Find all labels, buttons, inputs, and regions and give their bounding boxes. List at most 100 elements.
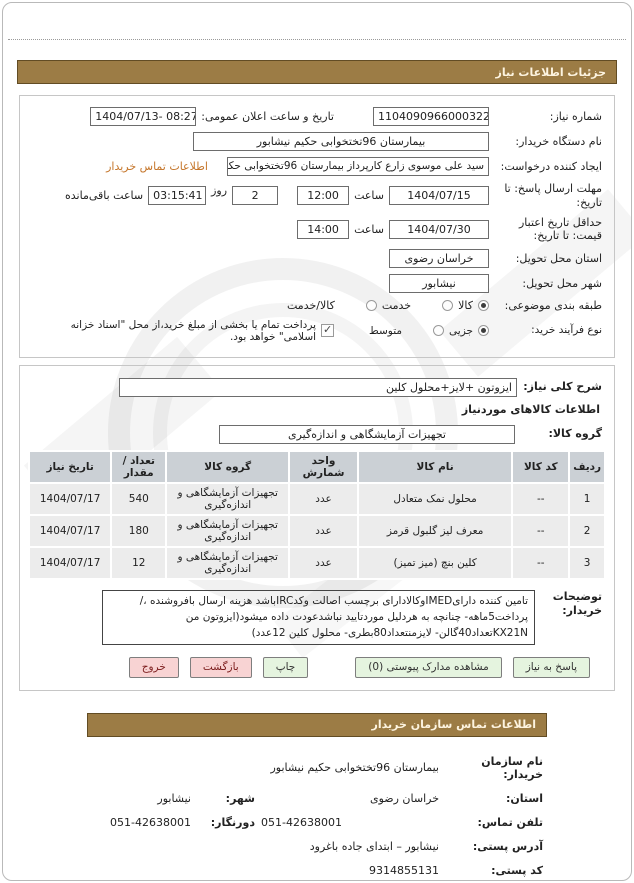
validity-hour-label: ساعت — [354, 222, 384, 236]
row-delivery-city: شهر محل تحویل: نیشابور — [32, 274, 602, 293]
row-buyer-notes: توضیحات خریدار: تامین کننده دارایIMEDوکا… — [32, 589, 602, 645]
row-phone-fax: تلفن تماس: 051-42638001 دورنگار: 051-426… — [23, 816, 543, 829]
cell-row-num: 1 — [570, 483, 604, 514]
exit-button[interactable]: خروج — [128, 656, 179, 678]
col-header-need-date[interactable]: تاریخ نیاز — [30, 451, 111, 482]
row-goods-group: گروه کالا: تجهیزات آزمایشگاهی و اندازه‌گ… — [32, 424, 602, 444]
delivery-city-field[interactable]: نیشابور — [389, 274, 489, 293]
buyer-name-label: نام دستگاه خریدار: — [515, 134, 602, 148]
radio-goods-service[interactable] — [365, 300, 377, 312]
row-process-type: نوع فرآیند خرید: جزیی متوسط پرداخت تمام … — [32, 319, 602, 343]
radio-goods-service-label: کالا/خدمت — [287, 299, 335, 313]
row-subject-class: طبقه بندی موضوعی: کالا خدمت کالا/خدمت — [32, 299, 602, 313]
province-label: استان: — [506, 791, 543, 805]
goods-section-title: اطلاعات کالاهای موردنیاز — [461, 402, 600, 416]
cell-group: تجهیزات آزمایشگاهی و اندازه‌گیری — [167, 483, 289, 514]
cell-item-code: -- — [513, 515, 569, 546]
remaining-time-label: ساعت باقی‌مانده — [65, 189, 144, 203]
price-validity-date-field[interactable]: 1404/07/30 — [389, 219, 489, 239]
reply-hour-label: ساعت — [354, 189, 384, 203]
price-validity-label: حداقل تاریخ اعتبار قیمت: تا تاریخ: — [518, 215, 602, 243]
cell-row-num: 3 — [570, 547, 604, 578]
radio-medium[interactable] — [433, 325, 445, 337]
remaining-time-field[interactable]: 03:15:41 — [148, 186, 207, 206]
row-need-description: شرح کلی نیاز: ایزوتون +لایز+محلول کلین — [32, 377, 602, 397]
col-header-qty[interactable]: تعداد / مقدار — [112, 451, 166, 482]
col-header-unit[interactable]: واحد شمارش — [290, 451, 357, 482]
table-row[interactable]: 2 -- معرف لیز گلبول قرمز عدد تجهیزات آزم… — [30, 515, 604, 546]
radio-goods-label: کالا — [458, 299, 473, 313]
row-buyer-name: نام دستگاه خریدار: بیمارستان 96تختخوابی … — [32, 132, 602, 151]
col-header-item-code[interactable]: کد کالا — [513, 451, 569, 482]
col-header-row-num[interactable]: ردیف — [570, 451, 604, 482]
cell-qty: 540 — [112, 483, 166, 514]
reply-deadline-date-field[interactable]: 1404/07/15 — [389, 186, 489, 206]
delivery-city-label: شهر محل تحویل: — [522, 276, 602, 290]
province-value: خراسان رضوی — [369, 791, 439, 805]
print-button[interactable]: چاپ — [262, 656, 309, 678]
actions-toolbar: پاسخ به نیاز مشاهده مدارک پیوستی (0) چاپ… — [44, 656, 590, 678]
radio-goods[interactable] — [478, 300, 489, 312]
cell-item-name: کلین بنچ (میز تمیز) — [358, 547, 512, 578]
cell-group: تجهیزات آزمایشگاهی و اندازه‌گیری — [167, 515, 289, 546]
announce-datetime-label: تاریخ و ساعت اعلان عمومی: — [201, 110, 334, 123]
radio-medium-label: متوسط — [369, 324, 403, 337]
cell-qty: 180 — [112, 515, 166, 546]
reply-days-field[interactable]: 2 — [232, 186, 279, 206]
treasury-note-label: پرداخت تمام یا بخشی از مبلغ خرید،از محل … — [70, 318, 317, 343]
cell-item-name: محلول نمک متعادل — [358, 483, 512, 514]
fax-value: 051-42638001 — [110, 815, 191, 829]
delivery-province-field[interactable]: خراسان رضوی — [389, 249, 489, 268]
buyer-contact-link[interactable]: اطلاعات تماس خریدار — [106, 160, 208, 173]
fax-label: دورنگار: — [210, 815, 255, 829]
row-request-creator: ایجاد کننده درخواست: سید علی موسوی زارع … — [32, 157, 602, 176]
section-header-buyer-contact: اطلاعات تماس سازمان خریدار — [87, 712, 547, 737]
cell-unit: عدد — [290, 483, 357, 514]
row-delivery-province: استان محل تحویل: خراسان رضوی — [32, 249, 602, 268]
row-postal-code: کد پستی: 9314855131 — [23, 864, 543, 877]
treasury-checkbox[interactable] — [321, 323, 335, 338]
postal-code-value: 9314855131 — [369, 863, 439, 877]
row-reply-deadline: مهلت ارسال پاسخ: تا تاریخ: 1404/07/15 سا… — [32, 182, 602, 210]
table-row[interactable]: 1 -- محلول نمک متعادل عدد تجهیزات آزمایش… — [30, 483, 604, 514]
cell-item-code: -- — [513, 547, 569, 578]
postal-address-label: آدرس پستی: — [472, 839, 543, 853]
subject-class-label: طبقه بندی موضوعی: — [504, 299, 602, 312]
cell-item-name: معرف لیز گلبول قرمز — [358, 515, 512, 546]
postal-address-value: نیشابور – ابتدای جاده باغرود — [309, 839, 439, 853]
phone-value: 051-42638001 — [261, 815, 342, 829]
reply-deadline-time-field[interactable]: 12:00 — [297, 186, 350, 206]
need-number-field[interactable]: 1104090966000322 — [373, 107, 489, 126]
radio-minor[interactable] — [478, 325, 489, 337]
need-description-label: شرح کلی نیاز: — [523, 380, 602, 394]
section-title: اطلاعات تماس سازمان خریدار — [371, 718, 536, 732]
need-number-label: شماره نیاز: — [549, 109, 602, 123]
goods-group-label: گروه کالا: — [548, 427, 602, 441]
announce-datetime-field[interactable]: 1404/07/13- 08:27 — [90, 107, 197, 126]
details-card: شماره نیاز: 1104090966000322 تاریخ و ساع… — [19, 95, 615, 358]
cell-need-date: 1404/07/17 — [30, 547, 111, 578]
back-button[interactable]: بازگشت — [189, 656, 252, 678]
request-creator-field[interactable]: سید علی موسوی زارع کارپرداز بیمارستان 96… — [227, 157, 489, 176]
goods-group-field[interactable]: تجهیزات آزمایشگاهی و اندازه‌گیری — [219, 424, 515, 444]
col-header-item-name[interactable]: نام کالا — [358, 451, 512, 482]
price-validity-time-field[interactable]: 14:00 — [297, 219, 350, 239]
col-header-group[interactable]: گروه کالا — [167, 451, 289, 482]
buyer-name-field[interactable]: بیمارستان 96تختخوابی حکیم نیشابور — [193, 132, 489, 151]
buyer-notes-field[interactable]: تامین کننده دارایIMEDوکالادارای برچسب اص… — [102, 589, 535, 645]
delivery-province-label: استان محل تحویل: — [515, 251, 602, 265]
process-type-label: نوع فرآیند خرید: — [531, 324, 602, 337]
view-attachments-button[interactable]: مشاهده مدارک پیوستی (0) — [355, 656, 502, 678]
goods-card: شرح کلی نیاز: ایزوتون +لایز+محلول کلین ا… — [19, 364, 615, 691]
goods-table-header-row: ردیف کد کالا نام کالا واحد شمارش گروه کا… — [30, 451, 604, 482]
phone-label: تلفن تماس: — [477, 815, 543, 829]
reply-to-need-button[interactable]: پاسخ به نیاز — [512, 656, 590, 678]
row-province-city: استان: خراسان رضوی شهر: نیشابور — [23, 792, 543, 805]
need-description-field[interactable]: ایزوتون +لایز+محلول کلین — [119, 377, 517, 397]
table-row[interactable]: 3 -- کلین بنچ (میز تمیز) عدد تجهیزات آزم… — [30, 547, 604, 578]
cell-need-date: 1404/07/17 — [30, 515, 111, 546]
reply-deadline-label: مهلت ارسال پاسخ: تا تاریخ: — [504, 182, 602, 209]
radio-service[interactable] — [442, 300, 454, 312]
cell-item-code: -- — [513, 483, 569, 514]
